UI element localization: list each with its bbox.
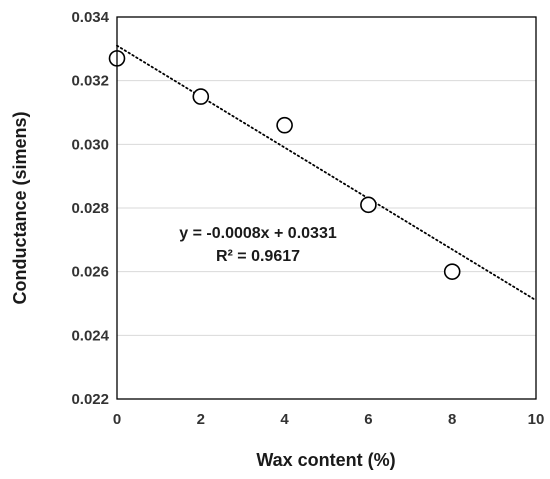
data-point <box>276 116 293 134</box>
plot-area-border <box>116 16 537 400</box>
data-point <box>192 88 210 105</box>
y-tick-label: 0.026 <box>71 264 109 281</box>
y-tick-label: 0.022 <box>71 391 109 408</box>
x-tick-label: 2 <box>197 411 205 428</box>
y-tick-label: 0.028 <box>71 200 109 217</box>
y-tick-label: 0.032 <box>71 73 109 90</box>
y-tick-label: 0.034 <box>71 9 109 26</box>
x-tick-label: 10 <box>528 411 545 428</box>
y-tick-label: 0.030 <box>71 136 109 153</box>
y-axis-title: Conductance (simens) <box>10 111 30 304</box>
data-point <box>443 263 461 280</box>
data-point <box>360 196 377 214</box>
x-axis-title: Wax content (%) <box>256 450 395 470</box>
x-tick-label: 8 <box>448 411 456 428</box>
y-tick-labels: 0.022 0.024 0.026 0.028 0.030 0.032 0.034 <box>71 9 109 408</box>
y-tick-label: 0.024 <box>71 327 109 344</box>
x-tick-labels: 0 2 4 6 8 10 <box>113 411 545 428</box>
x-tick-label: 6 <box>364 411 372 428</box>
x-tick-label: 0 <box>113 411 121 428</box>
trendline <box>116 44 537 302</box>
r-squared-label: R² = 0.9617 <box>216 248 300 265</box>
equation-label: y = -0.0008x + 0.0331 <box>179 225 337 242</box>
x-tick-label: 4 <box>280 411 289 428</box>
data-points <box>108 50 461 280</box>
grid-lines <box>117 80 536 336</box>
